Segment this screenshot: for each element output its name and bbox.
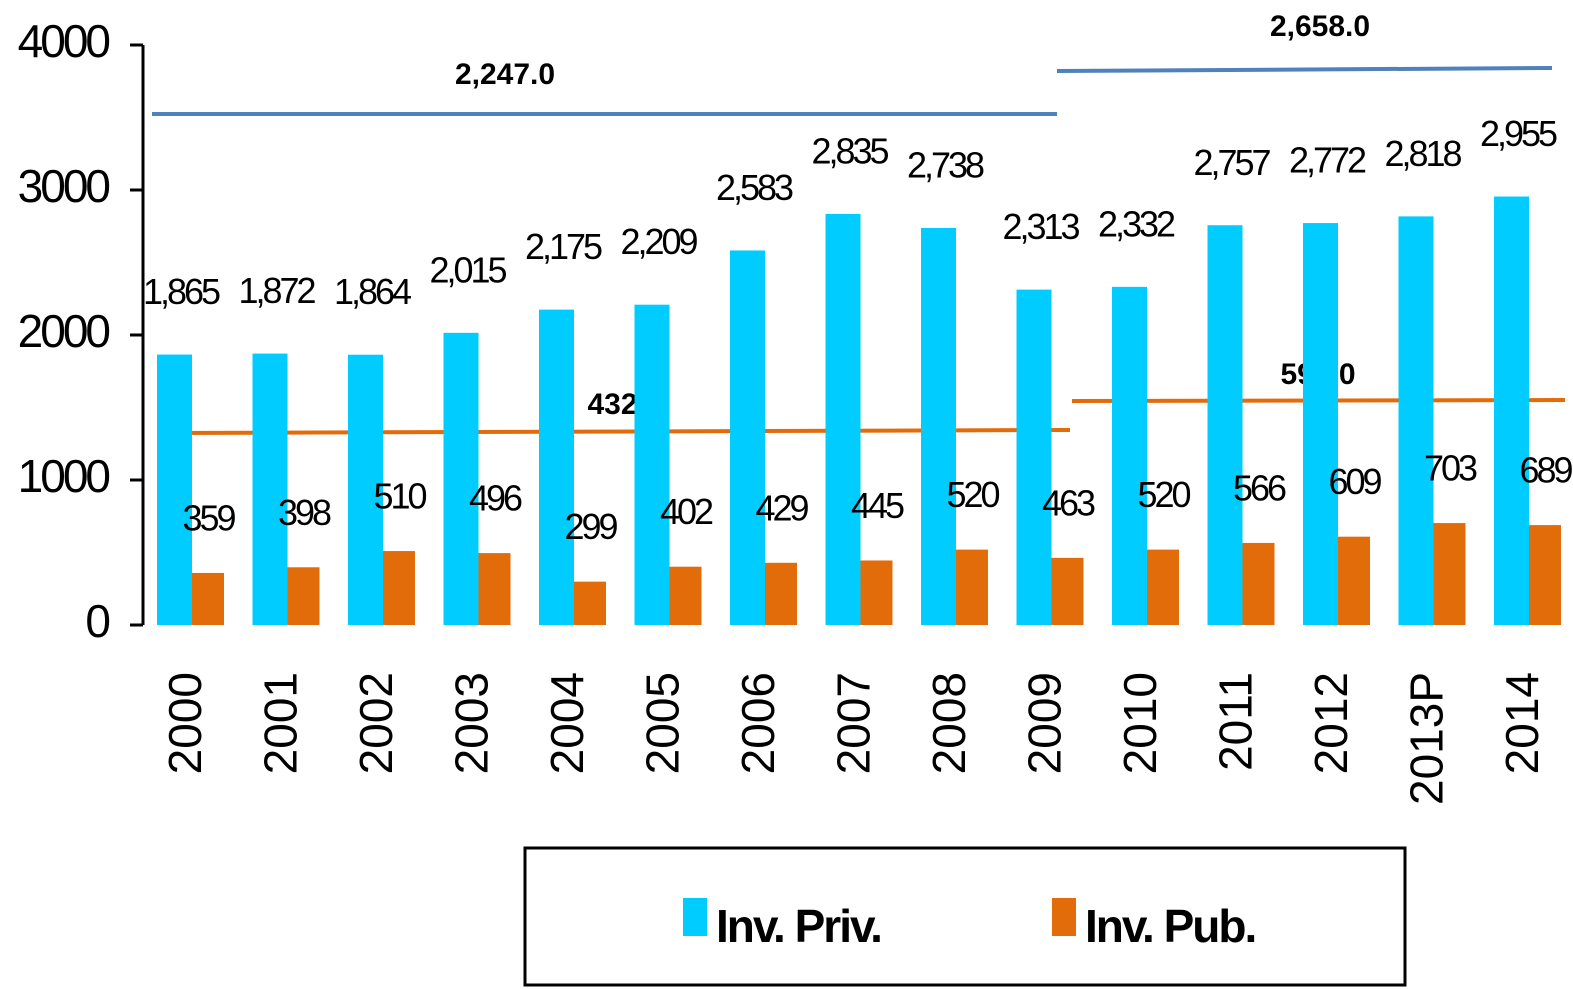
value-label: 398: [278, 492, 331, 533]
bar: [1433, 523, 1466, 625]
x-tick-label: 2012: [1305, 672, 1357, 774]
bar: [348, 354, 383, 625]
value-label: 2,175: [525, 226, 602, 267]
x-tick-label: 2013P: [1400, 672, 1452, 805]
bar: [1529, 525, 1561, 625]
value-label: 2,738: [907, 145, 984, 186]
legend-swatch: [1052, 898, 1076, 936]
bar: [574, 581, 606, 625]
x-tick-label: 2009: [1018, 672, 1070, 774]
value-label: 496: [469, 478, 522, 519]
bar: [1051, 557, 1084, 625]
value-label: 2,583: [716, 167, 793, 208]
value-label: 2,757: [1193, 142, 1270, 183]
y-tick-label: 1000: [18, 450, 110, 502]
y-tick-label: 0: [85, 595, 109, 647]
x-tick-label: 2006: [732, 672, 784, 774]
value-label: 703: [1424, 448, 1477, 489]
x-tick-label: 2014: [1496, 672, 1548, 774]
bar: [1112, 286, 1147, 625]
value-label: 2,955: [1480, 113, 1557, 154]
legend-label: Inv. Pub.: [1085, 900, 1255, 952]
bar: [443, 332, 479, 625]
y-tick-label: 3000: [18, 160, 110, 212]
bar: [669, 566, 702, 625]
x-tick-label: 2010: [1114, 672, 1166, 774]
value-label: 429: [755, 487, 808, 528]
bar: [1016, 289, 1052, 625]
value-label: 609: [1328, 461, 1381, 502]
value-label: 2,835: [811, 130, 888, 171]
value-label: 2,818: [1384, 133, 1461, 174]
bar: [478, 553, 511, 625]
bar: [921, 227, 956, 626]
bar: [634, 304, 670, 625]
bar: [192, 572, 224, 625]
value-label: 566: [1233, 467, 1286, 508]
value-label: 445: [851, 485, 904, 526]
x-tick-label: 2004: [541, 672, 593, 774]
x-tick-label: 2007: [827, 672, 879, 774]
value-label: 402: [660, 491, 713, 532]
value-label: 1,872: [238, 270, 315, 311]
value-label: 299: [564, 506, 617, 547]
y-tick-label: 2000: [18, 305, 110, 357]
x-tick-label: 2005: [636, 672, 688, 774]
value-label: 2,332: [1098, 203, 1175, 244]
value-label: 520: [1137, 474, 1190, 515]
bar: [1494, 196, 1529, 625]
bar: [1398, 216, 1434, 625]
bar: [383, 551, 415, 625]
bar: [1207, 225, 1243, 626]
bar: [956, 549, 988, 625]
value-label: 520: [946, 474, 999, 515]
value-label: 2,313: [1002, 206, 1079, 247]
x-tick-label: 2001: [254, 672, 306, 774]
value-label: 689: [1519, 450, 1572, 491]
bar: [1147, 549, 1179, 625]
bar: [1303, 223, 1338, 625]
value-label: 359: [182, 497, 235, 538]
value-label: 2,015: [429, 249, 506, 290]
bar: [765, 562, 797, 625]
annotation: 2,247.0: [455, 58, 555, 91]
bar: [539, 309, 574, 625]
value-label: 463: [1042, 482, 1095, 523]
bar: [287, 567, 320, 625]
legend-label: Inv. Priv.: [716, 900, 881, 952]
x-tick-label: 2002: [350, 672, 402, 774]
bar: [1338, 536, 1370, 625]
value-label: 2,772: [1289, 140, 1366, 181]
bar: [860, 560, 893, 625]
y-tick-label: 4000: [18, 15, 110, 67]
value-label: 2,209: [620, 221, 697, 262]
legend-swatch: [683, 898, 707, 936]
bar: [825, 213, 861, 626]
legend-box: [523, 846, 1407, 987]
value-label: 510: [373, 476, 426, 517]
bar: [157, 354, 192, 625]
bar: [1242, 542, 1275, 625]
reference-line: [167, 428, 1071, 435]
value-label: 1,865: [143, 271, 220, 312]
annotation: 2,658.0: [1270, 10, 1370, 43]
reference-line: [1056, 66, 1553, 73]
x-tick-label: 2011: [1209, 672, 1261, 771]
x-tick-label: 2003: [445, 672, 497, 774]
value-label: 1,864: [334, 271, 411, 312]
x-tick-label: 2008: [923, 672, 975, 774]
bar: [730, 250, 765, 625]
x-tick-label: 2000: [159, 672, 211, 774]
bar: [252, 353, 288, 625]
